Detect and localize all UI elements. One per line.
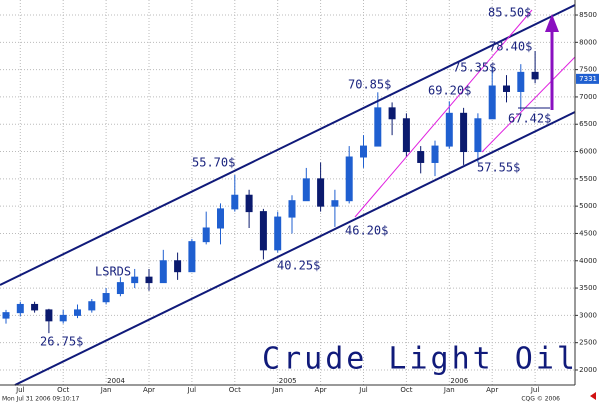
y-tick-label: 2500 [579, 339, 597, 347]
y-tick-label: 4500 [579, 229, 597, 237]
price-annotation: 69.20$ [428, 84, 471, 98]
price-annotation: 78.40$ [489, 40, 532, 54]
x-tick-label: Jul [530, 386, 540, 394]
x-tick-label: Apr [315, 386, 327, 394]
candle-body [360, 145, 367, 158]
price-annotation: 46.20$ [345, 224, 388, 238]
scroll-arrow [590, 392, 596, 400]
price-annotation: 40.25$ [277, 259, 320, 273]
source: CQG © 2006 [521, 396, 560, 403]
x-tick-label: Oct [57, 386, 69, 394]
candle-body [474, 118, 482, 153]
candle-body [59, 314, 67, 322]
x-tick-label: Jan [100, 386, 112, 394]
price-annotation: 26.75$ [40, 335, 83, 349]
y-tick-label: 5000 [579, 202, 597, 210]
candle-body [245, 194, 253, 213]
candle-body [88, 301, 96, 311]
candle-body [116, 282, 124, 295]
candle-body [388, 107, 396, 120]
candle-body [445, 112, 453, 147]
x-tick-label: Jan [271, 386, 283, 394]
candle-body [431, 145, 439, 163]
y-tick-label: 5500 [579, 175, 597, 183]
candle-body [174, 260, 182, 273]
candle-body [231, 194, 239, 210]
candle-body [531, 71, 539, 80]
price-annotation: 75.35$ [453, 61, 496, 75]
y-tick-label: 6000 [579, 148, 597, 156]
candle-body [145, 276, 153, 284]
candle-body [16, 303, 24, 314]
lower-channel [14, 111, 576, 386]
magenta-trend [354, 9, 533, 218]
candle-body [274, 216, 282, 251]
x-tick-label: Jan [443, 386, 455, 394]
candles [2, 51, 539, 334]
price-annotation: 70.85$ [348, 78, 391, 92]
x-tick-label: Jul [187, 386, 197, 394]
x-tick-label: Apr [486, 386, 498, 394]
year-label: 2005 [279, 377, 297, 385]
price-annotation: 57.55$ [477, 161, 520, 175]
candle-body [374, 107, 382, 147]
candle-body [488, 85, 496, 120]
candle-body [159, 260, 167, 284]
y-tick-label: 4000 [579, 257, 597, 265]
price-annotation: 55.70$ [192, 156, 235, 170]
x-tick-label: Oct [229, 386, 241, 394]
candle-body [74, 309, 81, 316]
arrow-head [545, 14, 559, 32]
candle-body [345, 156, 353, 202]
candle-body [45, 309, 53, 322]
last-price-label: 7331 [579, 75, 597, 83]
upper-channel [0, 4, 576, 286]
price-annotation: 67.42$ [508, 112, 551, 126]
year-label: 2006 [450, 377, 468, 385]
y-tick-label: 7500 [579, 66, 597, 74]
timestamp: Mon Jul 31 2006 09:10:17 [2, 396, 80, 403]
y-tick-label: 8500 [579, 11, 597, 19]
candle-body [317, 178, 325, 207]
candle-body [259, 211, 267, 251]
candle-body [517, 71, 525, 92]
candle-body [402, 118, 410, 153]
y-tick-label: 8000 [579, 38, 597, 46]
candle-body [31, 303, 39, 311]
x-tick-label: Jul [358, 386, 368, 394]
candle-body [417, 151, 425, 163]
candle-body [2, 312, 10, 319]
x-tick-label: Oct [400, 386, 412, 394]
y-tick-label: 3000 [579, 311, 597, 319]
year-label: 2004 [107, 377, 125, 385]
candle-body [460, 112, 468, 153]
candle-body [188, 241, 196, 273]
candle-body [102, 293, 110, 303]
label: LSRDS [95, 265, 131, 279]
candle-body [503, 85, 510, 92]
candle-body [202, 227, 210, 243]
price-annotation: 85.50$ [488, 6, 531, 20]
last-price-box [576, 73, 599, 84]
y-tick-label: 2000 [579, 366, 597, 374]
y-tick-label: 3500 [579, 284, 597, 292]
y-tick-label: 7000 [579, 93, 597, 101]
magenta-trend [481, 56, 576, 153]
y-tick-label: 6500 [579, 120, 597, 128]
candle-body [288, 200, 296, 218]
candle-body [131, 276, 139, 284]
candle-body [217, 208, 224, 229]
chart-title: Crude Light Oil [262, 342, 578, 377]
x-tick-label: Apr [143, 386, 155, 394]
x-tick-label: Jul [15, 386, 25, 394]
candle-body [302, 178, 310, 202]
candle-body [331, 200, 339, 207]
